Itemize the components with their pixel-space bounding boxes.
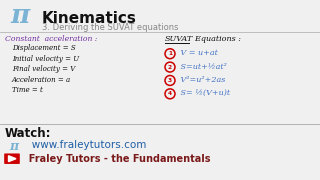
Text: 1: 1 [168,51,172,56]
Text: π: π [9,140,19,153]
Text: π: π [10,3,30,28]
FancyBboxPatch shape [4,154,20,164]
Text: Equations :: Equations : [190,35,241,43]
Polygon shape [9,156,16,162]
Text: www.fraleytutors.com: www.fraleytutors.com [22,140,146,150]
Text: V²=u²+2as: V²=u²+2as [178,76,225,84]
Text: S= ½(V+u)t: S= ½(V+u)t [178,89,230,97]
Text: Fraley Tutors - the Fundamentals: Fraley Tutors - the Fundamentals [22,154,211,164]
Text: Time = t: Time = t [12,86,43,94]
Text: 3: 3 [168,78,172,83]
Text: Constant  acceleration :: Constant acceleration : [5,35,97,43]
Text: 2: 2 [168,65,172,70]
Text: Watch:: Watch: [5,127,52,140]
Text: Initial velocity = U: Initial velocity = U [12,55,79,63]
Text: 3. Deriving the SUVAT equations: 3. Deriving the SUVAT equations [42,22,179,32]
Text: Kinematics: Kinematics [42,11,137,26]
Text: 4: 4 [168,91,172,96]
Text: SUVAT: SUVAT [165,35,193,43]
Text: Acceleration = a: Acceleration = a [12,75,71,84]
Text: S=ut+½at²: S=ut+½at² [178,63,227,71]
Text: Final velocity = V: Final velocity = V [12,65,75,73]
Text: V = u+at: V = u+at [178,49,218,57]
Text: Displacement = S: Displacement = S [12,44,76,52]
